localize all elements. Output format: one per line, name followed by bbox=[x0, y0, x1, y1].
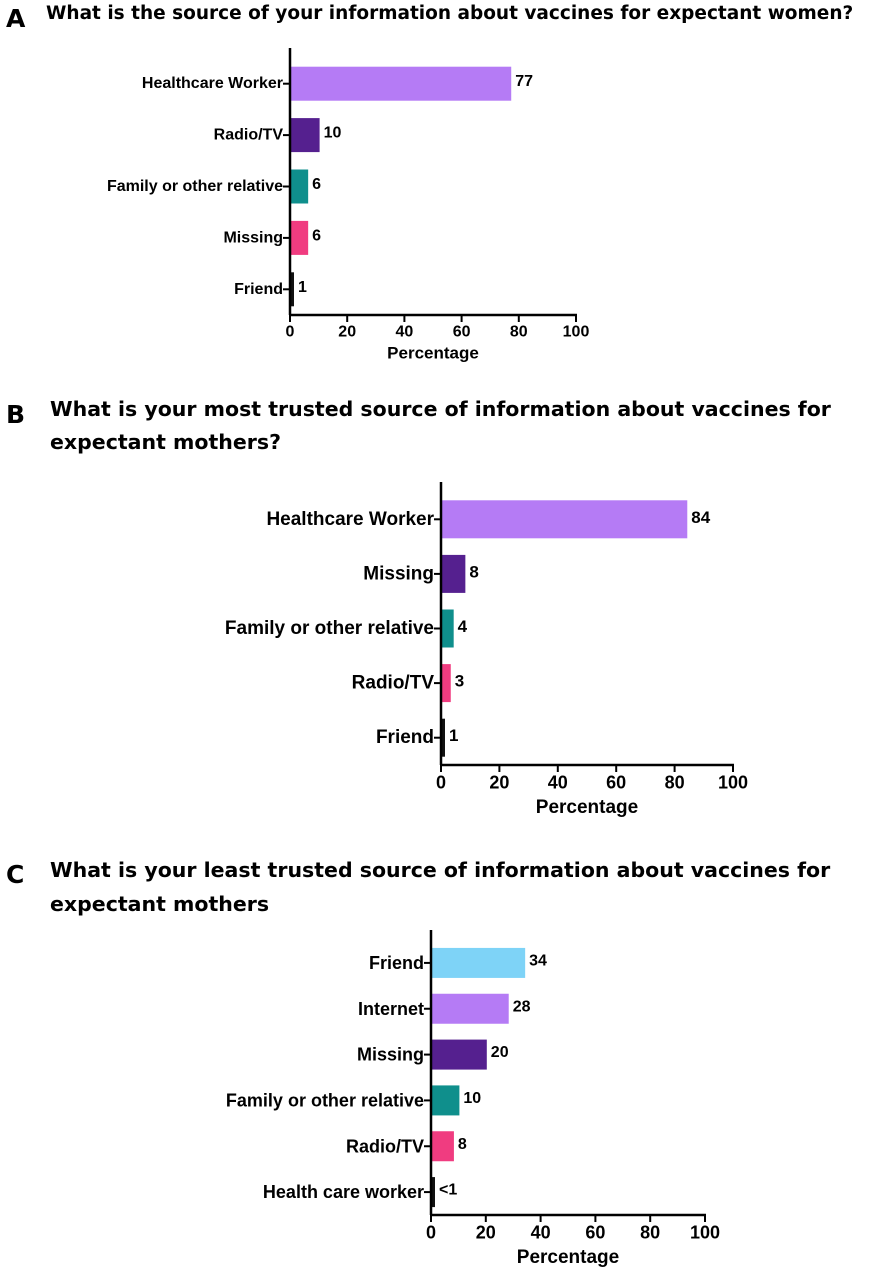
data-label: 20 bbox=[491, 1044, 509, 1061]
data-label: 3 bbox=[455, 672, 464, 691]
panel-letter: B bbox=[6, 400, 26, 429]
bar bbox=[442, 554, 466, 593]
x-tick-label: 20 bbox=[338, 324, 356, 341]
y-tick-label: Family or other relative bbox=[107, 178, 283, 195]
data-label: 77 bbox=[515, 73, 533, 90]
y-tick-label: Radio/TV bbox=[214, 127, 284, 144]
panel-title-line: What is your most trusted source of info… bbox=[50, 397, 831, 421]
x-tick-label: 20 bbox=[489, 772, 509, 792]
panel-letter: A bbox=[6, 4, 26, 33]
data-label: 6 bbox=[312, 227, 321, 244]
x-tick-label: 40 bbox=[548, 772, 568, 792]
bar bbox=[291, 272, 294, 307]
panel-letter: C bbox=[6, 860, 25, 889]
data-label: <1 bbox=[439, 1182, 457, 1199]
bar bbox=[432, 1085, 460, 1116]
y-tick-label: Friend bbox=[234, 281, 283, 298]
data-label: 8 bbox=[458, 1136, 467, 1153]
y-tick-label: Healthcare Worker bbox=[142, 75, 283, 92]
data-label: 10 bbox=[324, 125, 342, 142]
y-tick-label: Friend bbox=[369, 953, 424, 973]
bar bbox=[442, 718, 445, 757]
x-tick-label: 0 bbox=[436, 772, 446, 792]
x-tick-label: 60 bbox=[606, 772, 626, 792]
y-tick-label: Radio/TV bbox=[352, 673, 435, 694]
bar-chart: Healthcare Worker 84 Missing 8 Family or oth… bbox=[225, 482, 748, 818]
panel-c: C What is your least trusted source of i… bbox=[0, 845, 889, 1280]
bar bbox=[442, 609, 454, 648]
panel-b: B What is your most trusted source of in… bbox=[0, 385, 889, 845]
x-tick-label: 0 bbox=[426, 1222, 436, 1242]
panel-title: What is your most trusted source of info… bbox=[50, 393, 831, 459]
y-tick-label: Family or other relative bbox=[226, 1090, 424, 1110]
panel-title-line: What is your least trusted source of inf… bbox=[50, 858, 831, 882]
y-tick-label: Friend bbox=[376, 727, 434, 748]
x-axis-label: Percentage bbox=[517, 1247, 619, 1268]
y-tick-label: Missing bbox=[363, 563, 434, 584]
bar bbox=[291, 169, 309, 204]
panel-title-line: What is the source of your information a… bbox=[46, 3, 854, 24]
bar bbox=[432, 947, 526, 978]
bar-chart: Friend 34 Internet 28 Missing 20 Family or oth… bbox=[226, 930, 720, 1268]
x-tick-label: 20 bbox=[476, 1222, 496, 1242]
bar bbox=[432, 1039, 487, 1070]
y-tick-label: Health care worker bbox=[263, 1182, 424, 1202]
panel-title: What is the source of your information a… bbox=[46, 2, 853, 26]
data-label: 10 bbox=[463, 1090, 481, 1107]
x-tick-label: 80 bbox=[510, 324, 528, 341]
panel-title-line: expectant mothers? bbox=[50, 430, 281, 454]
x-tick-label: 0 bbox=[286, 324, 295, 341]
panel-title: What is your least trusted source of inf… bbox=[50, 853, 830, 921]
x-tick-label: 100 bbox=[718, 772, 748, 792]
x-tick-label: 80 bbox=[640, 1222, 660, 1242]
bar bbox=[432, 1131, 454, 1162]
x-tick-label: 40 bbox=[396, 324, 414, 341]
bar bbox=[442, 500, 688, 539]
y-tick-label: Missing bbox=[357, 1045, 424, 1065]
data-label: 4 bbox=[458, 617, 468, 636]
y-tick-label: Internet bbox=[358, 999, 424, 1019]
data-label: 34 bbox=[529, 952, 547, 969]
data-label: 8 bbox=[469, 562, 478, 581]
x-tick-label: 60 bbox=[453, 324, 471, 341]
x-tick-label: 80 bbox=[665, 772, 685, 792]
x-tick-label: 100 bbox=[690, 1222, 720, 1242]
bar bbox=[291, 220, 309, 255]
data-label: 1 bbox=[449, 726, 458, 745]
data-label: 6 bbox=[312, 176, 321, 193]
x-tick-label: 60 bbox=[585, 1222, 605, 1242]
bar bbox=[291, 66, 512, 101]
bar bbox=[432, 1177, 435, 1208]
panel-a: A What is the source of your information… bbox=[0, 0, 889, 385]
bar bbox=[442, 664, 451, 703]
data-label: 84 bbox=[691, 508, 710, 527]
data-label: 28 bbox=[513, 998, 531, 1015]
bar bbox=[291, 118, 320, 153]
y-tick-label: Missing bbox=[223, 229, 283, 246]
data-label: 1 bbox=[298, 279, 307, 296]
x-axis-label: Percentage bbox=[387, 344, 479, 363]
y-tick-label: Family or other relative bbox=[225, 618, 434, 639]
y-tick-label: Radio/TV bbox=[346, 1136, 424, 1156]
y-tick-label: Healthcare Worker bbox=[266, 509, 434, 530]
x-tick-label: 100 bbox=[563, 324, 590, 341]
bar bbox=[432, 993, 509, 1024]
x-tick-label: 40 bbox=[531, 1222, 551, 1242]
panel-title-line: expectant mothers bbox=[50, 892, 270, 916]
x-axis-label: Percentage bbox=[536, 797, 638, 818]
